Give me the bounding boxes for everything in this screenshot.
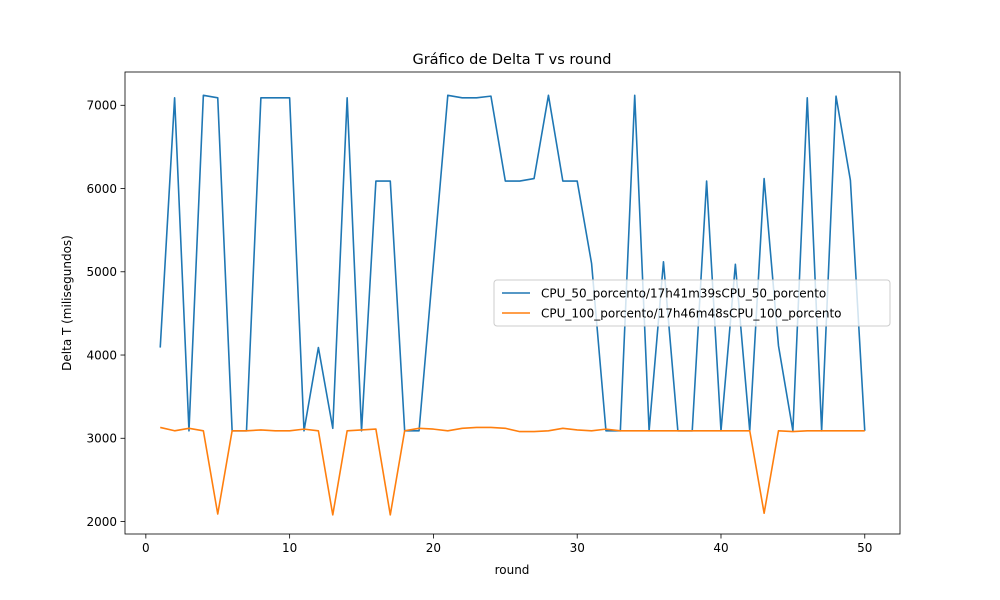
plot-area-frame xyxy=(124,71,901,535)
y-axis-label: Delta T (milisegundos) xyxy=(60,235,74,371)
series-line-2 xyxy=(160,426,865,516)
x-axis-label: round xyxy=(495,563,530,577)
legend: CPU_50_porcento/17h41m39sCPU_50_porcento… xyxy=(493,279,891,327)
x-tick-label: 10 xyxy=(282,541,297,555)
x-tick-label: 50 xyxy=(857,541,872,555)
legend-box xyxy=(493,279,891,327)
y-tick-label: 4000 xyxy=(86,348,117,362)
y-tick-label: 6000 xyxy=(86,182,117,196)
series-layer xyxy=(159,94,866,516)
y-tick-label: 7000 xyxy=(86,99,117,113)
y-tick-label: 3000 xyxy=(86,432,117,446)
legend-label-2: CPU_100_porcento/17h46m48sCPU_100_porcen… xyxy=(541,306,842,320)
x-axis: 0 10 20 30 40 50 xyxy=(142,534,872,555)
y-tick-label: 5000 xyxy=(86,265,117,279)
y-axis: 2000 3000 4000 5000 6000 7000 xyxy=(86,99,125,529)
x-tick-label: 40 xyxy=(713,541,728,555)
chart-title: Gráfico de Delta T vs round xyxy=(412,52,611,68)
x-tick-label: 20 xyxy=(426,541,441,555)
y-tick-label: 2000 xyxy=(86,515,117,529)
legend-label-1: CPU_50_porcento/17h41m39sCPU_50_porcento xyxy=(541,286,826,300)
x-tick-label: 0 xyxy=(142,541,150,555)
x-tick-label: 30 xyxy=(570,541,585,555)
series-line-1 xyxy=(159,94,866,432)
